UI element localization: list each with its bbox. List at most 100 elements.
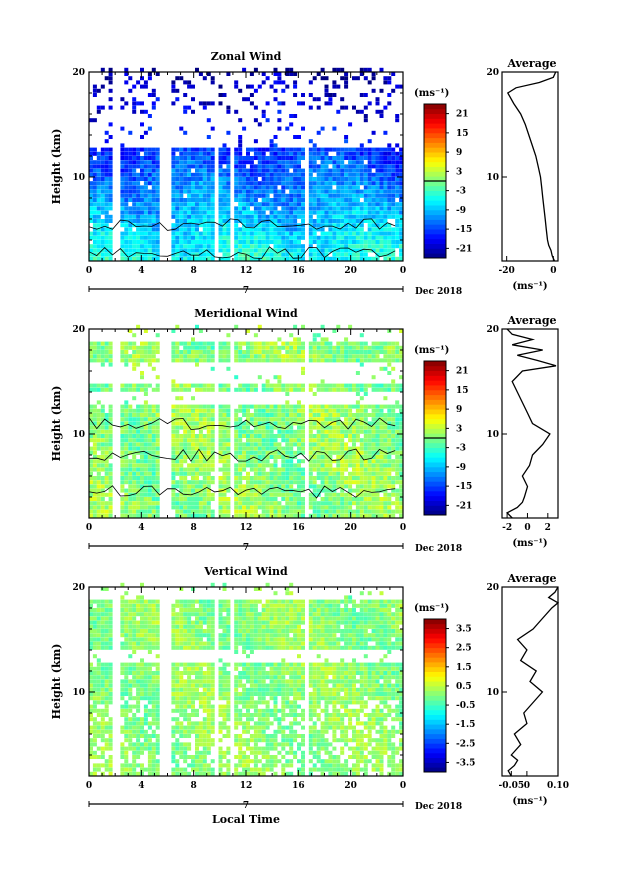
colorbar-band — [424, 104, 446, 110]
heatmap-cell — [147, 198, 152, 202]
heatmap-cell — [249, 467, 254, 472]
heatmap-cell — [355, 767, 360, 772]
heatmap-cell — [265, 358, 270, 363]
heatmap-cell — [100, 450, 105, 455]
heatmap-cell — [367, 235, 372, 240]
heatmap-cell — [257, 231, 262, 236]
heatmap-cell — [198, 505, 203, 510]
heatmap-cell — [324, 505, 329, 510]
heatmap-cell — [128, 763, 133, 768]
heatmap-cell — [281, 425, 286, 430]
heatmap-cell — [375, 172, 380, 177]
heatmap-cell — [206, 235, 211, 240]
heatmap-cell — [395, 341, 400, 346]
heatmap-cell — [187, 417, 192, 422]
heatmap-cell — [375, 413, 380, 417]
heatmap-cell — [336, 147, 341, 152]
heatmap-cell — [191, 214, 195, 219]
heatmap-cell — [143, 231, 148, 236]
heatmap-cell — [183, 210, 188, 215]
heatmap-cell — [179, 771, 184, 776]
heatmap-cell — [336, 231, 341, 236]
heatmap-cell — [344, 404, 349, 409]
heatmap-cell — [328, 513, 333, 518]
heatmap-cell — [155, 223, 160, 228]
heatmap-cell — [198, 767, 203, 772]
heatmap-cell — [222, 497, 227, 501]
heatmap-cell — [151, 235, 156, 240]
heatmap-cell — [246, 151, 250, 156]
heatmap-cell — [367, 181, 372, 186]
heatmap-cell — [277, 177, 282, 181]
heatmap-cell — [253, 177, 258, 181]
heatmap-cell — [132, 151, 137, 156]
heatmap-cell — [92, 235, 97, 240]
heatmap-cell — [100, 763, 105, 768]
heatmap-cell — [367, 219, 372, 223]
heatmap-cell — [379, 147, 384, 152]
heatmap-cell — [210, 177, 215, 181]
heatmap-cell — [383, 413, 388, 417]
heatmap-cell — [249, 235, 254, 240]
heatmap-cell — [289, 181, 294, 186]
heatmap-cell — [249, 480, 254, 485]
heatmap-cell — [175, 189, 180, 194]
heatmap-cell — [281, 189, 286, 194]
heatmap-cell — [140, 350, 144, 354]
heatmap-cell — [316, 463, 321, 468]
heatmap-cell — [352, 350, 356, 354]
heatmap-cell — [132, 181, 137, 186]
heatmap-cell — [340, 429, 345, 434]
heatmap-cell — [399, 767, 404, 772]
heatmap-cell — [379, 345, 384, 350]
heatmap-cell — [89, 509, 93, 514]
heatmap-cell — [340, 358, 345, 363]
heatmap-cell — [179, 434, 184, 438]
heatmap-cell — [395, 256, 400, 261]
heatmap-cell — [316, 450, 321, 455]
heatmap-cell — [218, 450, 223, 455]
heatmap-cell — [242, 256, 247, 261]
heatmap-cell — [281, 438, 286, 443]
heatmap-cell — [202, 252, 207, 257]
heatmap-cell — [359, 471, 364, 476]
heatmap-cell — [379, 459, 384, 464]
heatmap-cell — [128, 181, 133, 186]
heatmap-cell — [399, 488, 404, 493]
heatmap-cell — [155, 484, 160, 489]
heatmap-cell — [383, 484, 388, 489]
heatmap-cell — [100, 434, 105, 438]
heatmap-cell — [128, 345, 133, 350]
heatmap-cell — [265, 404, 270, 409]
heatmap-cell — [140, 513, 144, 518]
heatmap-cell — [104, 358, 109, 363]
heatmap-cell — [257, 492, 262, 497]
heatmap-cell — [316, 256, 321, 261]
heatmap-cell — [120, 434, 125, 438]
heatmap-cell — [316, 252, 321, 257]
heatmap-cell — [120, 771, 125, 776]
heatmap-cell — [155, 513, 160, 518]
heatmap-cell — [143, 429, 148, 434]
average-y-tick-label: 20 — [486, 325, 499, 335]
heatmap-cell — [222, 223, 227, 228]
colorbar-band — [424, 224, 446, 230]
heatmap-cell — [383, 156, 388, 160]
heatmap-cell — [383, 181, 388, 186]
heatmap-cell — [395, 210, 400, 215]
heatmap-cell — [328, 767, 333, 772]
heatmap-cell — [179, 210, 184, 215]
heatmap-cell — [249, 455, 254, 459]
heatmap-cell — [301, 442, 305, 447]
heatmap-cell — [285, 198, 290, 202]
heatmap-cell — [387, 227, 392, 232]
heatmap-cell — [399, 501, 404, 506]
heatmap-cell — [277, 505, 282, 510]
heatmap-cell — [202, 198, 207, 202]
heatmap-cell — [249, 177, 254, 181]
heatmap-cell — [124, 480, 129, 485]
heatmap-cell — [273, 240, 278, 244]
heatmap-cell — [202, 358, 207, 363]
heatmap-cell — [297, 231, 301, 236]
heatmap-cell — [183, 438, 188, 443]
